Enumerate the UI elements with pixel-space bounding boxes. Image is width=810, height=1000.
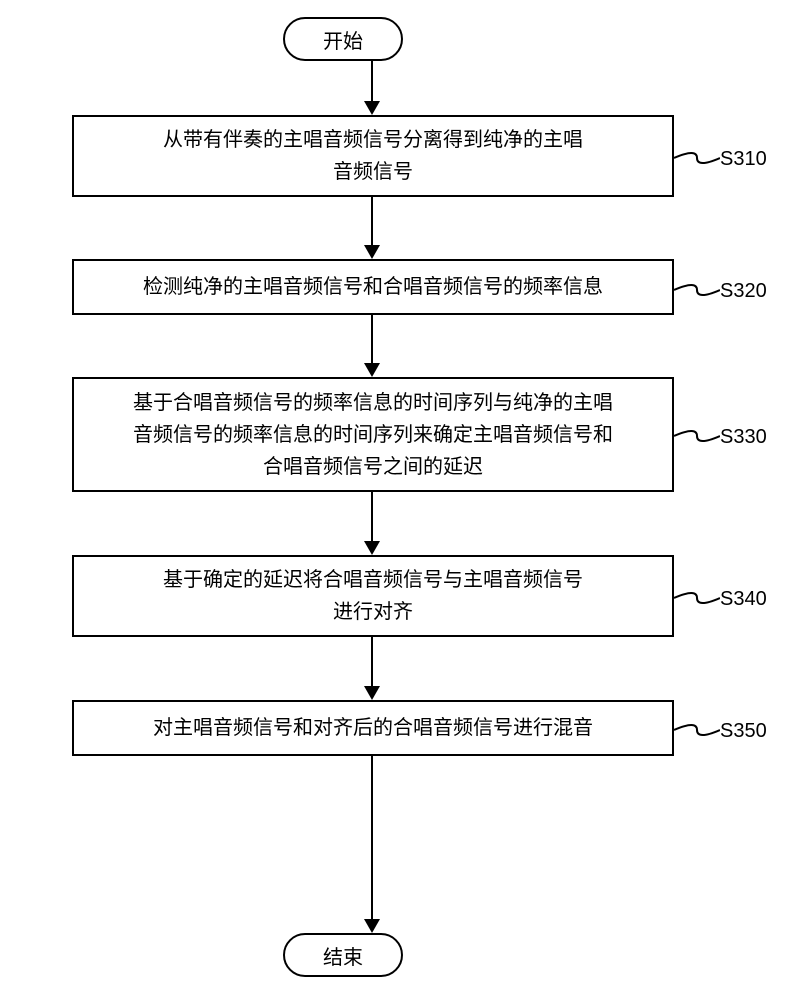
process-text-1: 从带有伴奏的主唱音频信号分离得到纯净的主唱 音频信号 bbox=[163, 124, 583, 188]
start-terminal: 开始 bbox=[283, 17, 403, 61]
arrow-head-3 bbox=[364, 363, 380, 377]
curve-3 bbox=[674, 426, 720, 446]
process-step-5: 对主唱音频信号和对齐后的合唱音频信号进行混音 bbox=[72, 700, 674, 756]
curve-2 bbox=[674, 280, 720, 300]
curve-4 bbox=[674, 588, 720, 608]
process-text-2: 检测纯净的主唱音频信号和合唱音频信号的频率信息 bbox=[143, 271, 603, 303]
step-label-3: S330 bbox=[720, 426, 767, 449]
end-label: 结束 bbox=[323, 941, 363, 970]
process-text-5: 对主唱音频信号和对齐后的合唱音频信号进行混音 bbox=[153, 712, 593, 744]
process-step-2: 检测纯净的主唱音频信号和合唱音频信号的频率信息 bbox=[72, 259, 674, 315]
arrow-head-5 bbox=[364, 686, 380, 700]
curve-1 bbox=[674, 148, 720, 168]
process-step-3: 基于合唱音频信号的频率信息的时间序列与纯净的主唱 音频信号的频率信息的时间序列来… bbox=[72, 377, 674, 492]
arrow-head-4 bbox=[364, 541, 380, 555]
arrow-line-2 bbox=[371, 197, 373, 247]
arrow-line-4 bbox=[371, 492, 373, 543]
process-step-1: 从带有伴奏的主唱音频信号分离得到纯净的主唱 音频信号 bbox=[72, 115, 674, 197]
curve-5 bbox=[674, 720, 720, 740]
arrow-line-5 bbox=[371, 637, 373, 688]
start-label: 开始 bbox=[323, 25, 363, 54]
process-step-4: 基于确定的延迟将合唱音频信号与主唱音频信号 进行对齐 bbox=[72, 555, 674, 637]
arrow-line-1 bbox=[371, 61, 373, 103]
arrow-line-3 bbox=[371, 315, 373, 365]
arrow-head-2 bbox=[364, 245, 380, 259]
end-terminal: 结束 bbox=[283, 933, 403, 977]
step-label-2: S320 bbox=[720, 280, 767, 303]
arrow-head-6 bbox=[364, 919, 380, 933]
step-label-4: S340 bbox=[720, 588, 767, 611]
flowchart-container: 开始 从带有伴奏的主唱音频信号分离得到纯净的主唱 音频信号 S310 检测纯净的… bbox=[0, 0, 810, 1000]
step-label-5: S350 bbox=[720, 720, 767, 743]
arrow-line-6 bbox=[371, 756, 373, 921]
process-text-3: 基于合唱音频信号的频率信息的时间序列与纯净的主唱 音频信号的频率信息的时间序列来… bbox=[133, 387, 613, 483]
process-text-4: 基于确定的延迟将合唱音频信号与主唱音频信号 进行对齐 bbox=[163, 564, 583, 628]
step-label-1: S310 bbox=[720, 148, 767, 171]
arrow-head-1 bbox=[364, 101, 380, 115]
